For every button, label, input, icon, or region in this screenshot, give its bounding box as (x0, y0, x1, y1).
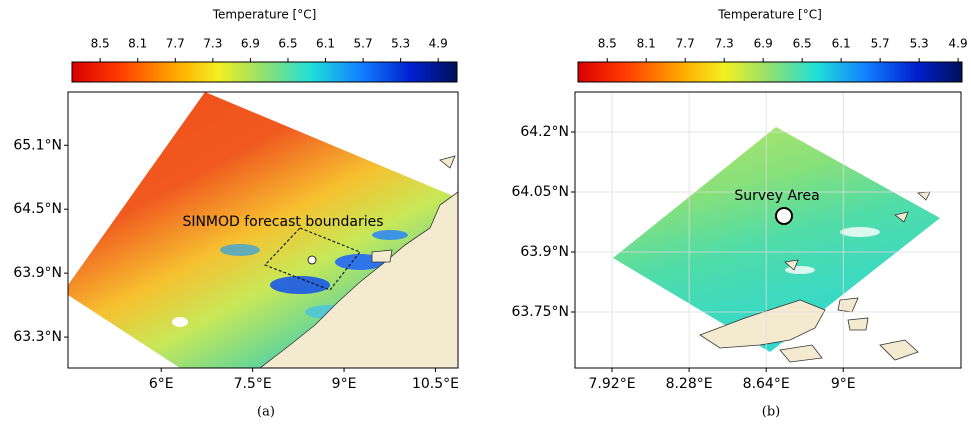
colorbar-tick-label: 7.7 (676, 37, 695, 51)
map-b (613, 127, 940, 363)
y-tick-label: 63.9°N (13, 265, 62, 281)
x-tick-label: 10.5°E (412, 376, 459, 392)
colorbar-tick-label: 6.9 (241, 37, 260, 51)
colorbar-tick-label: 7.7 (166, 37, 185, 51)
colorbar-tick-label: 6.1 (316, 37, 335, 51)
caption: (b) (762, 405, 780, 420)
colorbar-title: Temperature [°C] (717, 8, 822, 22)
colorbar-tick-label: 4.9 (949, 37, 968, 51)
x-tick-label: 6°E (149, 376, 174, 392)
y-tick-label: 64.05°N (511, 184, 569, 200)
map-a (68, 92, 458, 368)
x-tick-label: 7.5°E (234, 376, 272, 392)
colorbar-tick-label: 8.5 (91, 37, 110, 51)
colorbar-tick-label: 7.3 (715, 37, 734, 51)
colorbar-tick-label: 7.3 (203, 37, 222, 51)
colorbar-tick-label: 8.1 (128, 37, 147, 51)
colorbar-tick-label: 6.5 (278, 37, 297, 51)
x-tick-label: 8.28°E (666, 376, 713, 392)
caption: (a) (257, 405, 275, 420)
colorbar-tick-label: 6.5 (793, 37, 812, 51)
colorbar (577, 61, 963, 83)
annotation: Survey Area (734, 188, 819, 204)
map-frame (67, 91, 459, 369)
y-tick-label: 65.1°N (13, 137, 62, 153)
colorbar-tick-label: 5.3 (391, 37, 410, 51)
colorbar-tick-label: 5.7 (871, 37, 890, 51)
y-tick-label: 63.9°N (520, 244, 569, 260)
x-tick-label: 9°E (831, 376, 856, 392)
y-tick-label: 64.2°N (520, 124, 569, 140)
x-tick-label: 7.92°E (589, 376, 636, 392)
colorbar-tick-label: 6.1 (832, 37, 851, 51)
colorbar-tick-label: 5.3 (910, 37, 929, 51)
x-tick-label: 9°E (332, 376, 357, 392)
map-frame (574, 91, 962, 369)
colorbar-tick-label: 5.7 (354, 37, 373, 51)
colorbar-tick-label: 8.1 (637, 37, 656, 51)
colorbar-tick-label: 8.5 (598, 37, 617, 51)
y-tick-label: 63.75°N (511, 304, 569, 320)
y-tick-label: 63.3°N (13, 329, 62, 345)
x-tick-label: 8.64°E (743, 376, 790, 392)
colorbar-title: Temperature [°C] (212, 8, 317, 22)
annotation: SINMOD forecast boundaries (182, 214, 383, 230)
colorbar-tick-label: 4.9 (429, 37, 448, 51)
colorbar (71, 61, 458, 83)
y-tick-label: 64.5°N (13, 201, 62, 217)
colorbar-tick-label: 6.9 (754, 37, 773, 51)
